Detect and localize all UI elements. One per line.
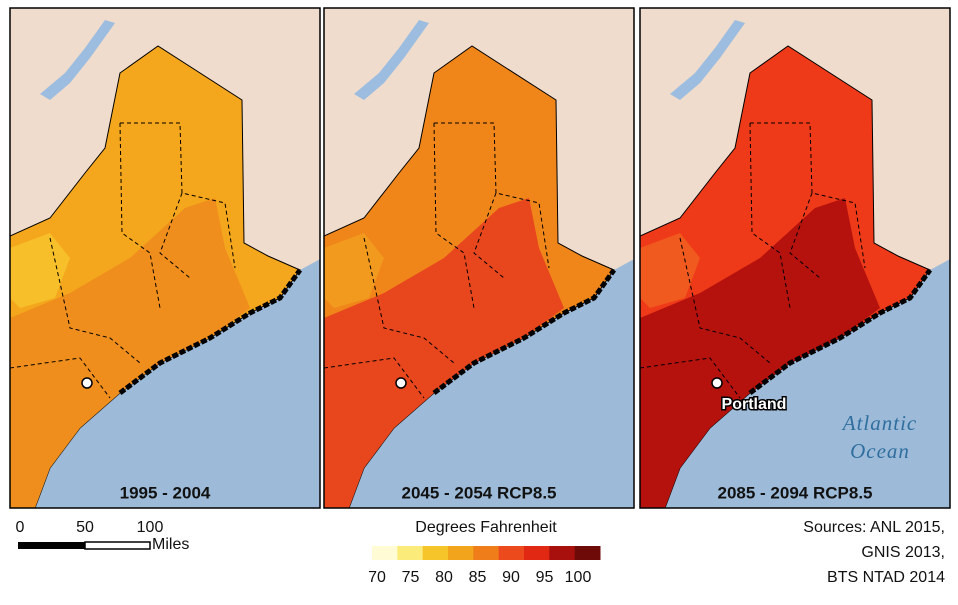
panel-frame xyxy=(323,7,635,509)
legend-swatch xyxy=(372,546,398,560)
legend-tick-label: 95 xyxy=(536,569,554,586)
city-label: Portland xyxy=(722,396,787,413)
map-panel: 2085 - 2094 RCP8.5 xyxy=(639,7,951,509)
source-line: BTS NTAD 2014 xyxy=(827,569,945,586)
lake xyxy=(354,20,429,100)
city-marker xyxy=(711,377,723,389)
source-line: GNIS 2013, xyxy=(861,544,945,561)
legend-title: Degrees Fahrenheit xyxy=(415,519,557,536)
ocean xyxy=(35,259,320,508)
legend-tick-label: 70 xyxy=(368,569,386,586)
map-content xyxy=(640,8,950,508)
coast-islands xyxy=(432,268,617,395)
legend-swatch xyxy=(397,546,424,560)
legend-tick-label: 80 xyxy=(435,569,453,586)
map-panel: 2045 - 2054 RCP8.5 xyxy=(323,7,635,509)
legend-swatch xyxy=(473,546,500,560)
map-content xyxy=(10,8,320,508)
counties xyxy=(10,122,236,399)
coast-islands xyxy=(118,268,303,395)
ocean-label: Atlantic xyxy=(841,411,918,435)
scale-unit: Miles xyxy=(152,536,189,553)
legend-tick-label: 100 xyxy=(565,569,592,586)
legend-tick-label: 75 xyxy=(402,569,420,586)
scale-segment xyxy=(18,542,85,549)
scale-label: 100 xyxy=(137,519,164,536)
ocean xyxy=(349,259,634,508)
legend-tick-label: 90 xyxy=(502,569,520,586)
panel-frame xyxy=(639,7,951,509)
legend-swatch xyxy=(448,546,474,560)
legend-swatch xyxy=(524,546,550,560)
panel-label: 2085 - 2094 RCP8.5 xyxy=(718,483,873,502)
region-warm xyxy=(10,198,250,508)
coast-islands xyxy=(748,268,933,395)
legend-swatch xyxy=(422,546,449,560)
counties xyxy=(324,122,550,399)
lake xyxy=(40,20,115,100)
city-marker xyxy=(395,377,407,389)
map-panels: 1995 - 2004 2045 - 2054 RCP8.5 2085 - 2094… xyxy=(9,7,951,509)
panel-label: 2045 - 2054 RCP8.5 xyxy=(402,483,557,502)
region-cool xyxy=(640,233,700,308)
city-marker xyxy=(81,377,93,389)
panel-label: 1995 - 2004 xyxy=(120,483,211,502)
map-content xyxy=(324,8,634,508)
legend-swatch xyxy=(574,546,601,560)
panel-frame xyxy=(9,7,321,509)
scale-label: 50 xyxy=(76,519,94,536)
region-warm xyxy=(640,198,880,508)
source-line: Sources: ANL 2015, xyxy=(803,519,945,536)
lake xyxy=(670,20,745,100)
legend-swatch xyxy=(549,546,576,560)
region-warm xyxy=(324,198,564,508)
scale-label: 0 xyxy=(16,519,25,536)
region-cool xyxy=(324,233,384,308)
map-panel: 1995 - 2004 xyxy=(9,7,321,509)
scale-bar: 0 50 100 Miles xyxy=(16,519,190,553)
legend-swatch xyxy=(498,546,525,560)
ocean-label: Ocean xyxy=(850,439,910,463)
counties xyxy=(640,122,866,399)
region-cool xyxy=(10,233,70,308)
ocean xyxy=(665,259,950,508)
legend: 70 75 80 85 90 95 100 xyxy=(368,546,601,586)
scale-segment xyxy=(84,541,151,550)
legend-tick-label: 85 xyxy=(469,569,487,586)
